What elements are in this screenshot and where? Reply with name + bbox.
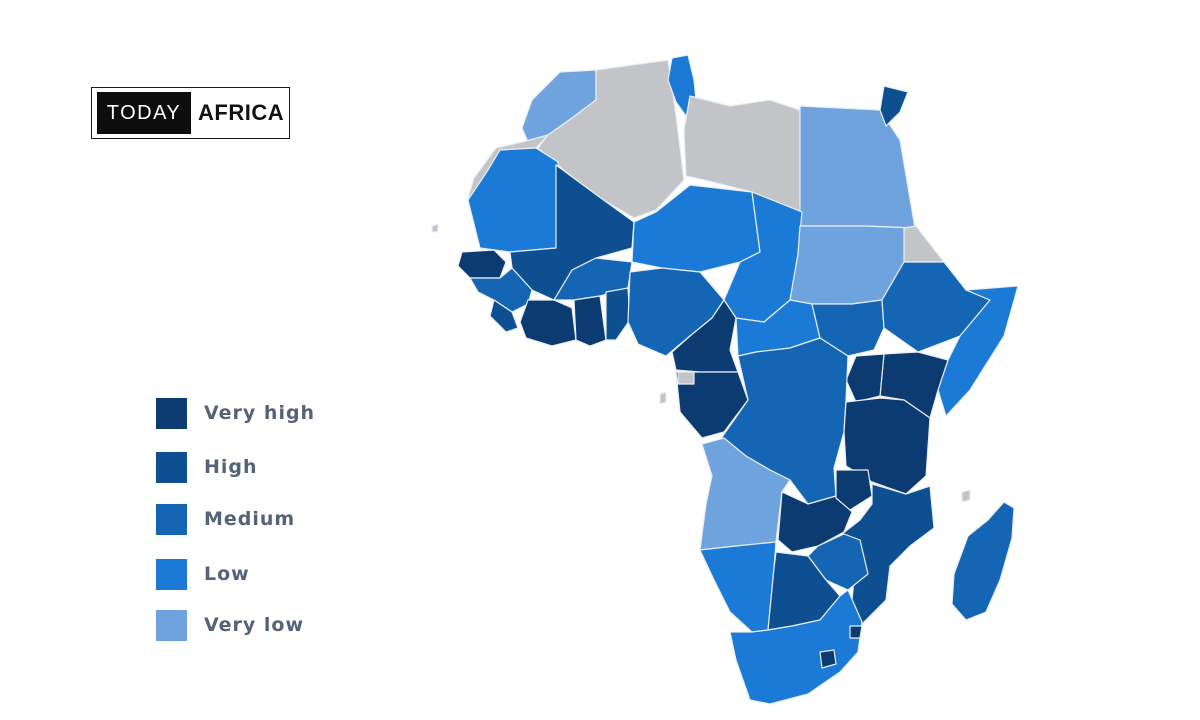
legend-label-very-low: Very low — [204, 614, 305, 636]
legend-swatch-low — [156, 558, 187, 590]
legend-item-high: High — [156, 451, 258, 483]
region-south-africa — [729, 589, 863, 705]
region-benin — [605, 287, 631, 341]
legend-label-low: Low — [204, 563, 250, 585]
region-namibia — [699, 541, 777, 633]
logo-africa-text: AFRICA — [198, 100, 285, 125]
region-sao-tome — [659, 391, 667, 405]
legend-item-low: Low — [156, 558, 250, 590]
legend-swatch-medium — [156, 503, 187, 535]
region-kenya — [879, 351, 949, 419]
region-malawi — [835, 469, 873, 511]
today-africa-logo: TODAY AFRICA — [91, 87, 290, 139]
region-egypt — [799, 105, 916, 229]
legend-swatch-very-high — [156, 397, 187, 429]
legend-swatch-very-low — [156, 609, 187, 641]
region-lesotho — [819, 649, 837, 669]
region-uganda — [845, 353, 885, 403]
legend-item-very-high: Very high — [156, 397, 315, 429]
region-senegal — [457, 249, 507, 279]
logo-today-text: TODAY — [97, 92, 191, 134]
region-ghana — [573, 295, 607, 347]
region-madagascar — [951, 501, 1015, 621]
region-cote-divoire — [519, 299, 577, 347]
legend-label-medium: Medium — [204, 508, 296, 530]
legend-swatch-high — [156, 451, 187, 483]
region-gabon — [675, 371, 749, 439]
legend-item-very-low: Very low — [156, 609, 304, 641]
region-liberia — [489, 299, 519, 333]
region-comoros — [961, 489, 971, 503]
region-eswatini — [849, 625, 863, 639]
region-equatorial-guinea — [677, 371, 695, 385]
region-eritrea — [903, 225, 945, 263]
region-angola — [699, 437, 791, 551]
region-somalia — [937, 285, 1019, 417]
legend-label-high: High — [204, 456, 258, 478]
region-mauritania — [467, 147, 559, 253]
region-levant — [879, 85, 909, 127]
region-mozambique — [841, 483, 935, 625]
legend-item-medium: Medium — [156, 503, 295, 535]
legend-label-very-high: Very high — [204, 402, 316, 424]
region-cape-verde — [431, 223, 439, 233]
